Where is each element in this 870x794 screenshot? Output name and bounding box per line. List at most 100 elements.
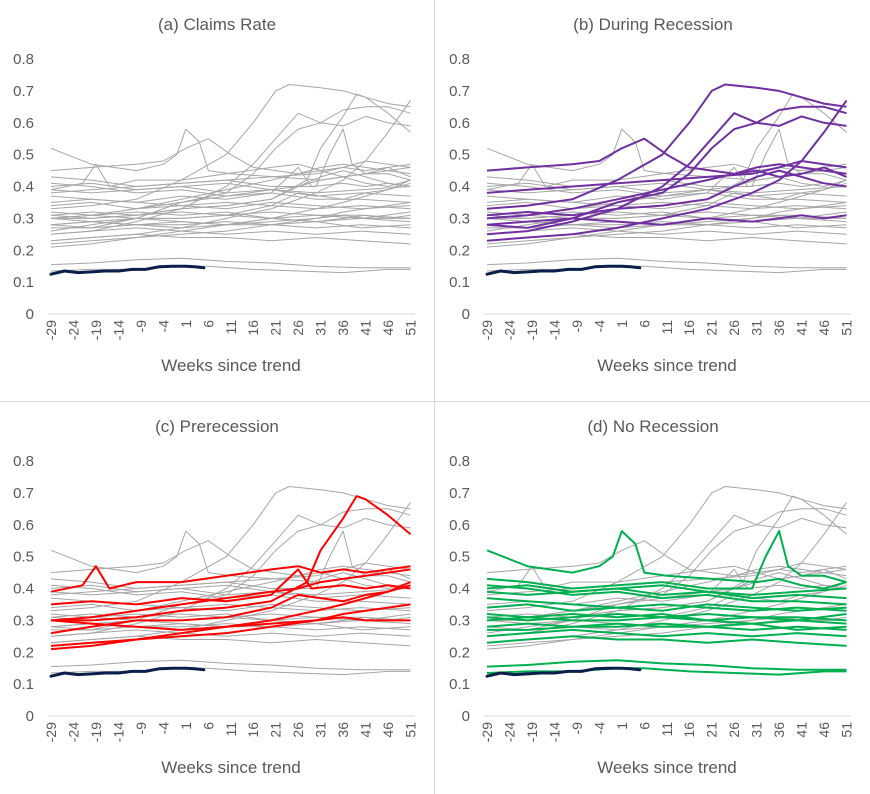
series-line-highlight <box>486 530 847 590</box>
series-line-background <box>50 182 411 232</box>
series-line-background <box>50 201 411 210</box>
x-tick-label: 11 <box>223 722 239 737</box>
y-tick-label: 0.7 <box>13 83 34 100</box>
y-tick-label: 0.5 <box>449 147 470 164</box>
panel-d: (d) No Recession 0 0.1 0.2 0.3 0.4 0.5 0.6 0.7 0.… <box>449 417 854 777</box>
x-axis-label: Weeks since trend <box>161 356 301 375</box>
series-line-background <box>50 502 411 644</box>
series-line-highlight <box>486 137 847 178</box>
y-tick-label: 0.7 <box>13 485 34 502</box>
x-tick-label: 26 <box>726 722 742 738</box>
x-tick-label: 11 <box>659 722 675 737</box>
series-line-highlight <box>486 105 847 236</box>
series-line-background <box>50 100 411 242</box>
series-line-highlight <box>486 99 848 242</box>
x-tick-label: 6 <box>636 722 652 730</box>
x-tick-label: 6 <box>636 320 652 328</box>
x-tick-label: -24 <box>65 722 81 742</box>
y-tick-label: 0.3 <box>449 612 470 629</box>
series-line-background <box>50 517 411 631</box>
series-line-background <box>486 540 847 580</box>
series-line-highlight <box>50 565 411 593</box>
x-tick-label: -4 <box>155 320 171 333</box>
series-line-background <box>51 221 411 229</box>
y-tick-label: 0 <box>26 306 34 323</box>
y-tick-label: 0.4 <box>13 581 34 598</box>
x-tick-label: 51 <box>403 722 419 738</box>
y-tick-label: 0.2 <box>13 242 34 259</box>
y-tick-label: 0.4 <box>13 179 34 196</box>
y-tick-label: 0.6 <box>449 115 470 132</box>
x-tick-label: 26 <box>290 320 306 336</box>
y-tick-label: 0.6 <box>13 115 34 132</box>
x-tick-label: 36 <box>771 722 787 738</box>
y-tick-label: 0.8 <box>13 51 34 68</box>
series-line-highlight <box>486 613 847 622</box>
series-line-highlight <box>487 622 847 631</box>
series-line-background <box>486 128 847 187</box>
y-tick-label: 0.2 <box>13 644 34 661</box>
panel-c: (c) Prerecession 0 0.1 0.2 0.3 0.4 0.5 0.6 0.7 0.… <box>13 417 418 777</box>
series-line-background <box>50 508 411 637</box>
x-tick-label: -14 <box>110 722 126 742</box>
y-tick-label: 0.5 <box>13 549 34 566</box>
series-line-highlight <box>486 635 847 647</box>
x-tick-label: -19 <box>88 320 104 340</box>
series-line-highlight <box>50 568 411 622</box>
series-line-highlight <box>486 160 847 194</box>
y-tick-label: 0.6 <box>13 517 34 534</box>
x-tick-label: -4 <box>155 722 171 735</box>
series-line-background <box>486 227 847 235</box>
x-tick-label: 51 <box>839 320 855 336</box>
x-tick-label: 51 <box>403 320 419 336</box>
chart-title: (c) Prerecession <box>155 417 279 436</box>
series-line-background <box>50 128 411 187</box>
series-line-highlight <box>486 83 847 210</box>
x-tick-label: 16 <box>681 722 697 738</box>
series-line-background <box>50 182 411 203</box>
x-axis-label: Weeks since trend <box>597 758 737 777</box>
y-tick-label: 0 <box>462 708 470 725</box>
series-line-highlight <box>50 603 411 651</box>
y-tick-label: 0.3 <box>449 210 470 227</box>
x-tick-label: -19 <box>524 320 540 340</box>
x-tick-label: 31 <box>749 320 765 336</box>
series-line-background <box>50 540 411 580</box>
x-tick-label: 41 <box>358 320 374 336</box>
x-tick-label: 36 <box>335 722 351 738</box>
y-tick-label: 0.8 <box>449 51 470 68</box>
x-axis-label: Weeks since trend <box>161 758 301 777</box>
series-line-background <box>50 613 411 621</box>
x-tick-label: 21 <box>704 722 720 738</box>
series-line-background <box>486 508 847 637</box>
series-line-highlight <box>486 613 847 622</box>
x-tick-label: -14 <box>546 320 562 340</box>
panel-b: (b) During Recession 0 0.1 0.2 0.3 0.4 0.5 0.6 0… <box>449 15 854 375</box>
x-tick-label: -9 <box>133 722 149 735</box>
x-tick-label: 46 <box>380 320 396 336</box>
x-tick-label: 46 <box>816 722 832 738</box>
series-line-background <box>50 659 411 671</box>
x-tick-label: 46 <box>380 722 396 738</box>
series-line-background <box>486 201 847 210</box>
x-tick-label: -24 <box>501 722 517 742</box>
y-tick-label: 0.1 <box>13 274 34 291</box>
series-line-highlight <box>50 581 411 647</box>
x-tick-label: 31 <box>749 722 765 738</box>
x-tick-label: 1 <box>178 320 194 328</box>
series-line-background <box>50 233 411 245</box>
x-tick-label: -14 <box>110 320 126 340</box>
x-tick-label: -9 <box>133 320 149 333</box>
series-line-background <box>50 635 411 647</box>
series-line-highlight <box>486 628 847 638</box>
series-line-background <box>50 211 411 219</box>
x-tick-label: -29 <box>479 722 495 742</box>
y-tick-label: 0.1 <box>13 676 34 693</box>
x-tick-label: -24 <box>501 320 517 340</box>
panel-a: (a) Claims Rate 0 0.1 0.2 0.3 0.4 0.5 0.6 0.7 0.8… <box>13 15 418 375</box>
y-tick-label: 0 <box>462 306 470 323</box>
series-line-background <box>486 211 847 219</box>
series-line-highlight <box>486 597 847 612</box>
y-tick-label: 0.6 <box>449 517 470 534</box>
x-tick-label: 41 <box>794 722 810 738</box>
